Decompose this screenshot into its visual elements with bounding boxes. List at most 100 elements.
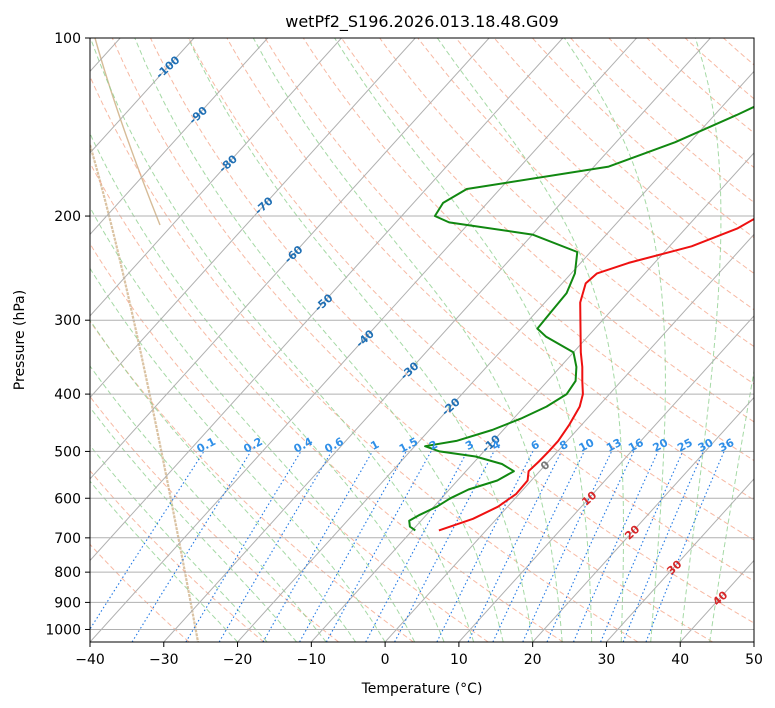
x-tick-label: 20 xyxy=(524,652,542,668)
isotherm-line xyxy=(90,38,416,399)
dry-adiabat xyxy=(90,469,265,642)
y-tick-label: 500 xyxy=(54,444,81,460)
isotherm-line xyxy=(458,315,754,642)
dry-adiabat xyxy=(90,161,564,642)
isotherms xyxy=(90,38,754,642)
mixing-ratio-label: 10 xyxy=(577,436,597,455)
mixing-ratio-line xyxy=(645,451,725,642)
mixing-ratio-line xyxy=(325,451,432,642)
mixing-ratio-label: 30 xyxy=(696,436,716,455)
moist-adiabat xyxy=(90,206,416,642)
isotherm-line xyxy=(90,38,195,154)
isotherm-line xyxy=(90,38,490,480)
x-tick-label: −10 xyxy=(297,652,327,668)
x-tick-label: 30 xyxy=(598,652,616,668)
mixing-ratio-label: 20 xyxy=(651,436,671,455)
isotherm-line xyxy=(237,70,754,642)
moist-adiabat xyxy=(436,38,624,642)
mixing-ratio-line xyxy=(131,451,252,642)
profile-line xyxy=(438,217,754,532)
x-tick-label: 10 xyxy=(450,652,468,668)
moist-adiabats xyxy=(90,38,754,642)
x-tick-label: −40 xyxy=(75,652,105,668)
moist-adiabat xyxy=(252,38,563,642)
mixing-ratio-label: 25 xyxy=(675,436,695,455)
moist-adiabat xyxy=(334,38,593,642)
boundary-curve xyxy=(94,38,161,226)
y-axis-ticks: 100 200 300 400 500 600 700 800 900 1000 xyxy=(45,31,90,638)
x-tick-label: 40 xyxy=(671,652,689,668)
isotherm-line xyxy=(90,38,269,236)
mixing-ratio-line xyxy=(622,451,704,642)
y-tick-label: 800 xyxy=(54,565,81,581)
moist-adiabat xyxy=(134,38,504,642)
dry-adiabat xyxy=(188,38,754,582)
dry-adiabat xyxy=(417,38,754,348)
x-tick-label: 0 xyxy=(381,652,390,668)
profile-line xyxy=(408,105,754,532)
dry-adiabat xyxy=(264,38,754,501)
mixing-ratio-label: 13 xyxy=(604,436,624,455)
moist-adiabat xyxy=(679,38,722,642)
y-tick-label: 900 xyxy=(54,595,81,611)
x-tick-label: 50 xyxy=(745,652,763,668)
y-tick-label: 1000 xyxy=(45,622,81,638)
isotherm-line xyxy=(384,233,754,642)
dry-adiabat xyxy=(226,38,754,541)
moist-adiabat xyxy=(90,480,238,642)
y-tick-label: 700 xyxy=(54,531,81,547)
mixing-ratio-line xyxy=(572,451,659,642)
moist-adiabat xyxy=(90,444,268,642)
x-axis-ticks: −40 −30 −20 −10 0 10 20 30 40 50 xyxy=(75,642,763,668)
dry-adiabat xyxy=(90,75,639,642)
y-axis-label: Pressure (hPa) xyxy=(12,290,28,390)
isotherm-line xyxy=(90,38,342,317)
y-tick-label: 400 xyxy=(54,387,81,403)
dry-adiabat xyxy=(493,38,754,275)
isotherm-line xyxy=(532,396,754,642)
moist-adiabat xyxy=(709,368,754,642)
profile-series xyxy=(408,105,754,532)
dry-adiabat xyxy=(379,38,754,385)
plot-frame xyxy=(89,37,755,643)
mixing-ratio-label: 36 xyxy=(717,436,737,455)
mixing-ratio-line xyxy=(436,451,534,642)
dry-adiabat xyxy=(150,38,754,624)
dry-adiabat xyxy=(111,38,713,642)
chart-title: wetPf2_S196.2026.013.18.48.G09 xyxy=(285,12,559,32)
dry-adiabat xyxy=(90,242,489,642)
plot-area: -100-90-80-70-60-50-40-30-20-10010203040… xyxy=(90,38,754,642)
x-tick-label: −30 xyxy=(149,652,179,668)
mixing-ratio-lines xyxy=(90,451,725,642)
mixing-ratio-line xyxy=(600,451,684,642)
dry-adiabats xyxy=(90,38,754,642)
moist-adiabat xyxy=(90,38,475,642)
moist-adiabat xyxy=(90,267,386,642)
isotherm-line xyxy=(90,38,637,642)
mixing-ratio-line xyxy=(299,451,407,642)
y-tick-label: 200 xyxy=(54,209,81,225)
mixing-ratio-line xyxy=(546,451,635,642)
isotherm-line xyxy=(310,152,754,642)
y-tick-label: 600 xyxy=(54,491,81,507)
moist-adiabat xyxy=(90,319,357,642)
isotherm-line xyxy=(606,478,754,642)
y-tick-label: 300 xyxy=(54,313,81,329)
moist-adiabat xyxy=(90,132,445,642)
mixing-ratio-line xyxy=(365,451,468,642)
isobar-gridlines xyxy=(90,38,754,630)
dry-adiabat xyxy=(570,38,754,203)
y-tick-label: 100 xyxy=(54,31,81,47)
moist-adiabat xyxy=(187,38,534,642)
boundary-curves xyxy=(90,38,200,642)
moist-adiabat xyxy=(563,38,666,642)
mixing-ratio-label: 16 xyxy=(626,436,646,455)
mixing-ratio-line xyxy=(90,451,205,631)
x-axis-label: Temperature (°C) xyxy=(361,681,483,697)
isotherm-line xyxy=(90,38,564,562)
x-tick-label: −20 xyxy=(223,652,253,668)
boundary-curve xyxy=(90,144,200,642)
isotherm-line xyxy=(163,38,711,642)
dry-adiabat xyxy=(90,395,339,642)
